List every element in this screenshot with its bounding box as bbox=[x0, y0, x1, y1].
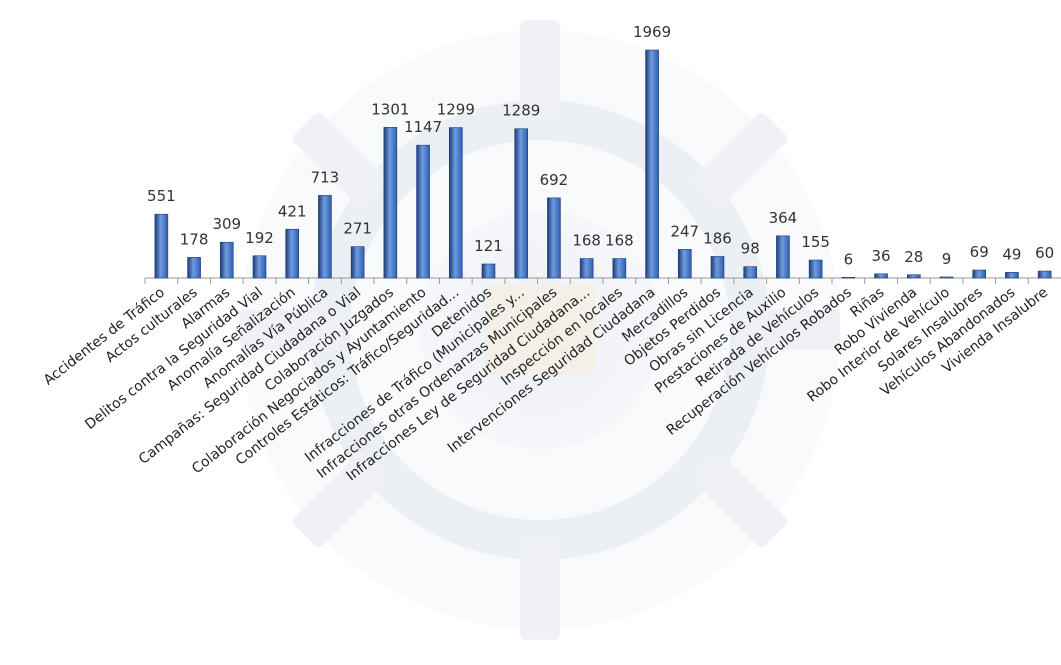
bar bbox=[743, 266, 758, 279]
bar bbox=[612, 258, 627, 279]
bar-value-label: 309 bbox=[212, 215, 241, 233]
bar-value-label: 1299 bbox=[437, 101, 475, 119]
bar bbox=[972, 269, 987, 279]
bar-value-label: 192 bbox=[245, 229, 274, 247]
bar bbox=[1005, 272, 1019, 279]
bar-value-label: 168 bbox=[605, 232, 634, 250]
bar-value-label: 168 bbox=[572, 232, 601, 250]
bar-value-label: 98 bbox=[741, 240, 760, 258]
bar bbox=[776, 235, 790, 279]
bar-value-label: 121 bbox=[474, 237, 503, 255]
bar bbox=[939, 276, 954, 279]
bar bbox=[252, 255, 267, 279]
bar-value-label: 178 bbox=[180, 230, 209, 248]
bar-value-label: 155 bbox=[801, 233, 830, 251]
bar bbox=[579, 258, 594, 279]
bar bbox=[514, 128, 529, 279]
bar-value-label: 247 bbox=[670, 222, 699, 240]
bar bbox=[448, 127, 463, 279]
bar bbox=[874, 273, 888, 279]
bar bbox=[154, 213, 169, 279]
bar-value-label: 60 bbox=[1035, 244, 1054, 262]
bar bbox=[547, 197, 561, 279]
bar bbox=[808, 259, 823, 279]
bar-value-label: 36 bbox=[872, 247, 891, 265]
bar-value-label: 186 bbox=[703, 229, 732, 247]
bar-value-label: 421 bbox=[278, 202, 307, 220]
bar bbox=[285, 228, 300, 279]
bar bbox=[416, 144, 430, 279]
bar bbox=[318, 195, 332, 279]
bar bbox=[841, 277, 856, 279]
bar-value-label: 69 bbox=[970, 243, 989, 261]
bar bbox=[677, 249, 692, 279]
bar bbox=[350, 246, 365, 279]
bar-value-label: 9 bbox=[942, 250, 952, 268]
bar bbox=[645, 49, 659, 279]
bar bbox=[219, 241, 234, 279]
bar-value-label: 713 bbox=[311, 168, 340, 186]
bar-value-label: 1969 bbox=[633, 23, 671, 41]
bar-value-label: 271 bbox=[343, 220, 372, 238]
bar-value-label: 1147 bbox=[404, 118, 442, 136]
bar-value-label: 551 bbox=[147, 187, 176, 205]
bar bbox=[710, 256, 725, 279]
bar-value-label: 1289 bbox=[502, 102, 540, 120]
bar-value-label: 49 bbox=[1002, 245, 1021, 263]
bar bbox=[481, 263, 496, 279]
bar-value-label: 692 bbox=[540, 171, 569, 189]
bar-value-label: 1301 bbox=[371, 100, 409, 118]
bar-value-label: 28 bbox=[904, 248, 923, 266]
bar-value-label: 6 bbox=[844, 250, 854, 268]
bar bbox=[383, 127, 398, 279]
bar-value-label: 364 bbox=[769, 209, 798, 227]
bar bbox=[1037, 270, 1052, 279]
bar bbox=[906, 274, 921, 279]
bar bbox=[187, 257, 201, 279]
